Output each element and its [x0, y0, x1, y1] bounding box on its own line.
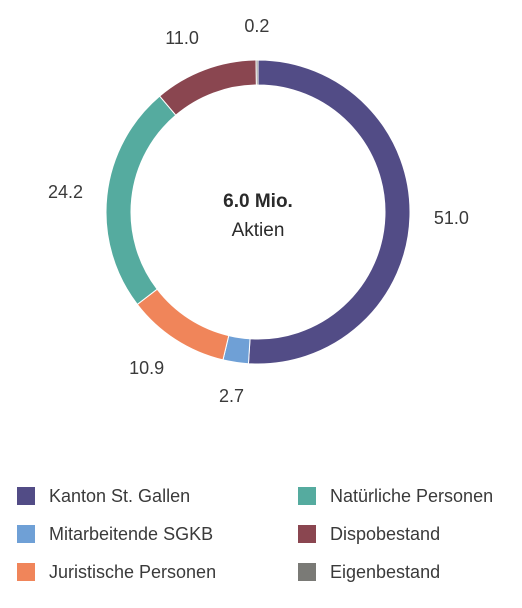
slice-eigenbestand — [255, 59, 259, 86]
slice-juristische-personen — [136, 288, 230, 361]
value-label-mitarbeitende-sgkb: 2.7 — [219, 386, 244, 406]
value-label-eigenbestand: 0.2 — [244, 16, 269, 36]
center-label-line-2: Aktien — [232, 220, 285, 241]
value-label-juristische-personen: 10.9 — [129, 358, 164, 378]
value-label-dispobestand: 11.0 — [165, 28, 199, 48]
slice-natuerliche-personen — [105, 95, 177, 306]
slice-kanton-st-gallen — [247, 59, 411, 365]
slice-dispobestand — [158, 59, 257, 116]
center-label-line-1: 6.0 Mio. — [223, 191, 293, 212]
value-label-natuerliche-personen: 24.2 — [48, 182, 83, 202]
value-label-kanton-st-gallen: 51.0 — [434, 208, 469, 228]
